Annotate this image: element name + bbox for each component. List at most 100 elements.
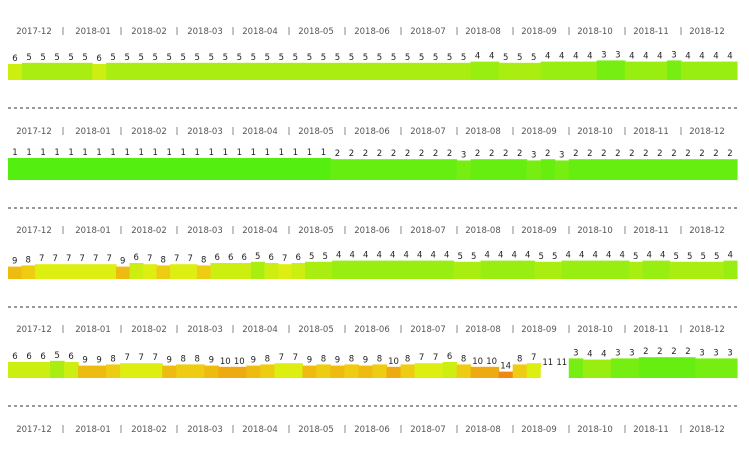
rank-bar [624, 159, 640, 180]
rank-bar [399, 260, 414, 279]
rank-bar [318, 261, 333, 279]
rank-label: 2 [615, 149, 620, 159]
month-label: 2018-05 [298, 27, 334, 37]
month-label: 2018-02 [131, 27, 167, 37]
month-label: 2018-08 [465, 127, 501, 137]
rank-bar [440, 260, 455, 279]
rank-bar [106, 158, 121, 180]
rank-bar [656, 260, 671, 279]
month-label: 2018-05 [298, 425, 334, 435]
rank-bar [442, 159, 458, 180]
rank-bar [260, 158, 275, 180]
rank-bar [610, 358, 626, 378]
rank-label: 4 [545, 52, 550, 62]
rank-label: 5 [251, 53, 256, 63]
rank-bar [426, 260, 441, 279]
rank-bar [246, 365, 261, 378]
rank-bar [456, 160, 472, 180]
rank-label: 8 [517, 354, 522, 364]
rank-label: 2 [657, 149, 662, 159]
rank-label: 7 [80, 254, 85, 264]
rank-label: 2 [503, 149, 508, 159]
month-label: 2018-07 [410, 27, 446, 37]
rank-label: 2 [363, 149, 368, 159]
rank-bar [170, 264, 185, 279]
month-label: 2018-12 [689, 27, 725, 37]
rank-label: 8 [405, 354, 410, 364]
rank-bar [106, 364, 121, 378]
rank-label: 1 [26, 148, 31, 158]
rank-label: 6 [12, 352, 17, 362]
rank-bar [400, 364, 416, 378]
rank-label: 3 [573, 348, 578, 358]
rank-bar [232, 366, 247, 378]
rank-label: 5 [701, 252, 706, 262]
rank-bar [8, 266, 23, 279]
month-label: 2018-09 [521, 127, 557, 137]
rank-label: 9 [120, 257, 125, 267]
rank-bar [372, 62, 388, 80]
month-label: 2018-05 [298, 226, 334, 236]
rank-bar [332, 260, 347, 279]
rank-bar [143, 264, 158, 279]
rank-bar [386, 260, 401, 279]
rank-label: 5 [138, 53, 143, 63]
rank-label: 5 [237, 53, 242, 63]
rank-label: 5 [152, 53, 157, 63]
rank-label: 4 [336, 251, 341, 261]
rank-bar [8, 362, 23, 378]
rank-label: 9 [335, 356, 340, 366]
rank-bar [48, 264, 63, 279]
rank-label: 6 [12, 54, 17, 64]
month-label: 2018-02 [131, 226, 167, 236]
rank-bar [302, 365, 318, 378]
rank-label: 6 [68, 352, 73, 362]
rank-bar [498, 159, 514, 180]
rank-bar [512, 364, 528, 378]
rank-bar [386, 366, 402, 378]
rank-label: 4 [728, 251, 733, 261]
rank-bar [582, 359, 598, 378]
rank-label: 1 [82, 148, 87, 158]
rank-bar [372, 364, 388, 378]
rank-bar [134, 158, 149, 180]
rank-bar [330, 62, 346, 80]
rank-label: 2 [349, 149, 354, 159]
rank-bar [480, 260, 495, 279]
rank-bar [526, 62, 542, 80]
rank-bar [568, 61, 584, 80]
rank-bar [722, 159, 738, 180]
rank-bar [414, 159, 430, 180]
rank-label: 5 [335, 53, 340, 63]
rank-label: 7 [279, 353, 284, 363]
rank-bar [204, 158, 219, 180]
rank-label: 4 [498, 251, 503, 261]
month-label: 2018-04 [242, 27, 278, 37]
rank-label: 4 [629, 52, 634, 62]
month-label: 2018-10 [577, 27, 613, 37]
rank-bar [582, 159, 598, 180]
rank-bar [274, 363, 289, 378]
month-label: 2018-10 [577, 226, 613, 236]
rank-label: 5 [323, 252, 328, 262]
month-label: 2018-01 [75, 226, 111, 236]
month-label: 2018-01 [75, 27, 111, 37]
rank-label: 2 [489, 149, 494, 159]
rank-bar [116, 266, 131, 279]
month-label: 2018-03 [187, 27, 223, 37]
rank-bar [615, 260, 630, 279]
month-label: 2018-04 [242, 425, 278, 435]
rank-label: 1 [124, 148, 129, 158]
rank-label: 4 [377, 251, 382, 261]
rank-bar [696, 261, 711, 279]
month-label: 2018-09 [521, 325, 557, 335]
month-label: 2018-02 [131, 127, 167, 137]
rank-bar [554, 160, 570, 180]
rank-bar [512, 62, 528, 80]
rank-bar [102, 264, 117, 279]
month-label: 2018-07 [410, 226, 446, 236]
rank-bar [710, 261, 725, 279]
rank-bar [540, 61, 556, 80]
rank-label: 2 [405, 149, 410, 159]
rank-label: 5 [40, 53, 45, 63]
